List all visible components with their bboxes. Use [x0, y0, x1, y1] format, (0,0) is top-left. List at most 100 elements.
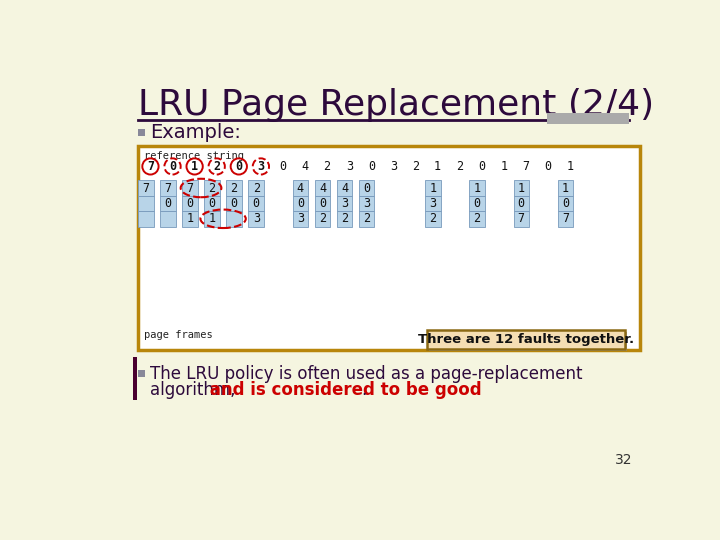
Text: 1: 1: [562, 181, 569, 194]
Text: and is considered to be good: and is considered to be good: [204, 381, 482, 399]
Text: 7: 7: [523, 160, 529, 173]
FancyBboxPatch shape: [426, 211, 441, 226]
Text: .: .: [361, 381, 366, 399]
Text: 2: 2: [363, 212, 370, 225]
Text: 0: 0: [209, 197, 215, 210]
Text: 0: 0: [253, 197, 260, 210]
FancyBboxPatch shape: [513, 211, 529, 226]
Text: 1: 1: [191, 160, 198, 173]
FancyBboxPatch shape: [469, 211, 485, 226]
Text: 0: 0: [368, 160, 375, 173]
FancyBboxPatch shape: [513, 180, 529, 195]
FancyBboxPatch shape: [558, 180, 573, 195]
FancyBboxPatch shape: [204, 211, 220, 226]
Text: 7: 7: [186, 181, 194, 194]
FancyBboxPatch shape: [248, 211, 264, 226]
FancyBboxPatch shape: [160, 211, 176, 226]
Text: 4: 4: [297, 181, 304, 194]
Text: 0: 0: [478, 160, 485, 173]
FancyBboxPatch shape: [315, 211, 330, 226]
FancyBboxPatch shape: [226, 211, 242, 226]
Text: 0: 0: [164, 197, 171, 210]
Text: 1: 1: [429, 181, 436, 194]
Text: 0: 0: [562, 197, 569, 210]
Text: The LRU policy is often used as a page-replacement: The LRU policy is often used as a page-r…: [150, 364, 582, 382]
FancyBboxPatch shape: [315, 195, 330, 211]
Text: 4: 4: [302, 160, 309, 173]
Text: page frames: page frames: [144, 330, 213, 340]
FancyBboxPatch shape: [359, 195, 374, 211]
Text: 2: 2: [323, 160, 330, 173]
Text: 2: 2: [456, 160, 463, 173]
Text: 2: 2: [412, 160, 419, 173]
FancyBboxPatch shape: [429, 332, 627, 351]
FancyBboxPatch shape: [182, 180, 198, 195]
Text: 0: 0: [474, 197, 481, 210]
Text: 0: 0: [544, 160, 552, 173]
Text: LRU Page Replacement (2/4): LRU Page Replacement (2/4): [138, 88, 654, 122]
Text: 2: 2: [429, 212, 436, 225]
Text: 1: 1: [434, 160, 441, 173]
Text: 0: 0: [518, 197, 525, 210]
Text: reference string: reference string: [144, 151, 244, 161]
Text: 1: 1: [474, 181, 481, 194]
FancyBboxPatch shape: [138, 370, 145, 377]
FancyBboxPatch shape: [359, 211, 374, 226]
FancyBboxPatch shape: [138, 129, 145, 136]
FancyBboxPatch shape: [160, 195, 176, 211]
Text: 2: 2: [209, 181, 215, 194]
Text: 0: 0: [235, 160, 243, 173]
Text: 1: 1: [209, 212, 215, 225]
Text: 7: 7: [143, 181, 149, 194]
Text: 2: 2: [230, 181, 238, 194]
Text: 2: 2: [474, 212, 481, 225]
FancyBboxPatch shape: [204, 180, 220, 195]
FancyBboxPatch shape: [337, 180, 352, 195]
FancyBboxPatch shape: [292, 195, 308, 211]
Text: Example:: Example:: [150, 123, 240, 142]
Text: 2: 2: [341, 212, 348, 225]
Text: 0: 0: [230, 197, 238, 210]
FancyBboxPatch shape: [426, 195, 441, 211]
Text: 0: 0: [279, 160, 287, 173]
FancyBboxPatch shape: [469, 180, 485, 195]
Text: 1: 1: [500, 160, 508, 173]
Text: 1: 1: [567, 160, 574, 173]
FancyBboxPatch shape: [337, 211, 352, 226]
FancyBboxPatch shape: [558, 211, 573, 226]
Text: Three are 12 faults together.: Three are 12 faults together.: [418, 333, 634, 346]
Text: 3: 3: [297, 212, 304, 225]
Text: 0: 0: [363, 181, 370, 194]
Text: algorithm,: algorithm,: [150, 381, 235, 399]
FancyBboxPatch shape: [248, 195, 264, 211]
FancyBboxPatch shape: [133, 357, 138, 400]
FancyBboxPatch shape: [138, 195, 153, 211]
Text: 7: 7: [147, 160, 154, 173]
FancyBboxPatch shape: [226, 195, 242, 211]
Text: 3: 3: [253, 212, 260, 225]
Text: 4: 4: [319, 181, 326, 194]
Text: 0: 0: [186, 197, 194, 210]
Text: 1: 1: [186, 212, 194, 225]
FancyBboxPatch shape: [160, 180, 176, 195]
FancyBboxPatch shape: [426, 180, 441, 195]
Text: 1: 1: [518, 181, 525, 194]
Text: 3: 3: [363, 197, 370, 210]
FancyBboxPatch shape: [138, 180, 153, 195]
FancyBboxPatch shape: [558, 195, 573, 211]
FancyBboxPatch shape: [337, 195, 352, 211]
Text: 4: 4: [341, 181, 348, 194]
FancyBboxPatch shape: [427, 330, 625, 349]
Text: 7: 7: [562, 212, 569, 225]
Text: 3: 3: [341, 197, 348, 210]
FancyBboxPatch shape: [204, 195, 220, 211]
Text: 0: 0: [297, 197, 304, 210]
FancyBboxPatch shape: [292, 180, 308, 195]
FancyBboxPatch shape: [248, 180, 264, 195]
FancyBboxPatch shape: [182, 211, 198, 226]
Text: 3: 3: [390, 160, 397, 173]
FancyBboxPatch shape: [315, 180, 330, 195]
Text: 2: 2: [319, 212, 326, 225]
Text: 3: 3: [429, 197, 436, 210]
FancyBboxPatch shape: [547, 113, 629, 124]
